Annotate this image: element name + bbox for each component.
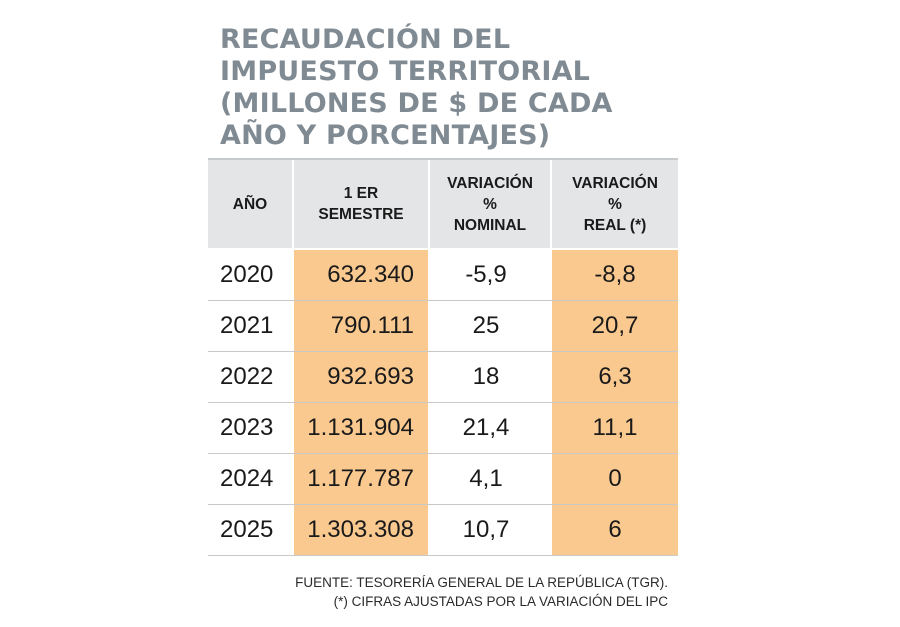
cell-nominal: 4,1 (428, 454, 550, 504)
cell-real: -8,8 (550, 250, 678, 300)
table-row: 2021 790.111 25 20,7 (208, 301, 678, 352)
header-real-line: REAL (*) (583, 216, 647, 234)
source-line: FUENTE: TESORERÍA GENERAL DE LA REPÚBLIC… (295, 575, 668, 590)
chart-title: RECAUDACIÓN DEL IMPUESTO TERRITORIAL (MI… (220, 24, 680, 152)
title-line: AÑO Y PORCENTAJES) (220, 120, 551, 151)
data-table: AÑO 1 ER SEMESTRE VARIACIÓN % NOMINAL VA… (208, 158, 678, 556)
title-line: (MILLONES DE $ DE CADA (220, 88, 613, 119)
cell-year: 2023 (220, 414, 274, 441)
table-row: 2024 1.177.787 4,1 0 (208, 454, 678, 505)
table-row: 2020 632.340 -5,9 -8,8 (208, 250, 678, 301)
cell-nominal: 25 (428, 301, 550, 351)
cell-year: 2020 (220, 261, 274, 288)
cell-real: 6 (550, 505, 678, 555)
title-line: IMPUESTO TERRITORIAL (220, 56, 591, 87)
title-line: RECAUDACIÓN DEL (220, 24, 511, 55)
table-row: 2025 1.303.308 10,7 6 (208, 505, 678, 556)
cell-year: 2025 (220, 516, 274, 543)
table-header: AÑO 1 ER SEMESTRE VARIACIÓN % NOMINAL VA… (208, 158, 678, 250)
cell-year: 2021 (220, 312, 274, 339)
header-year: AÑO (208, 160, 292, 248)
header-year-label: AÑO (232, 195, 268, 213)
cell-nominal: 21,4 (428, 403, 550, 453)
table-row: 2023 1.131.904 21,4 11,1 (208, 403, 678, 454)
header-semester: 1 ER SEMESTRE (292, 160, 428, 248)
header-real-line: % (608, 195, 622, 213)
header-semester-line: SEMESTRE (318, 206, 404, 223)
cell-semester: 632.340 (292, 250, 428, 300)
header-nominal: VARIACIÓN % NOMINAL (428, 160, 550, 248)
cell-semester: 1.303.308 (292, 505, 428, 555)
source-note: FUENTE: TESORERÍA GENERAL DE LA REPÚBLIC… (295, 573, 668, 611)
header-real-line: VARIACIÓN (572, 174, 658, 192)
cell-semester: 790.111 (292, 301, 428, 351)
cell-semester: 1.131.904 (292, 403, 428, 453)
cell-semester: 932.693 (292, 352, 428, 402)
cell-real: 11,1 (550, 403, 678, 453)
cell-nominal: 18 (428, 352, 550, 402)
cell-semester: 1.177.787 (292, 454, 428, 504)
header-semester-line: 1 ER (343, 185, 379, 202)
cell-nominal: 10,7 (428, 505, 550, 555)
cell-real: 0 (550, 454, 678, 504)
table-row: 2022 932.693 18 6,3 (208, 352, 678, 403)
cell-nominal: -5,9 (428, 250, 550, 300)
header-nominal-line: NOMINAL (453, 216, 527, 234)
cell-real: 20,7 (550, 301, 678, 351)
header-nominal-line: VARIACIÓN (447, 174, 533, 192)
cell-real: 6,3 (550, 352, 678, 402)
header-real: VARIACIÓN % REAL (*) (550, 160, 678, 248)
cell-year: 2024 (220, 465, 274, 492)
cell-year: 2022 (220, 363, 274, 390)
header-nominal-line: % (483, 195, 497, 213)
source-line: (*) CIFRAS AJUSTADAS POR LA VARIACIÓN DE… (333, 594, 668, 609)
